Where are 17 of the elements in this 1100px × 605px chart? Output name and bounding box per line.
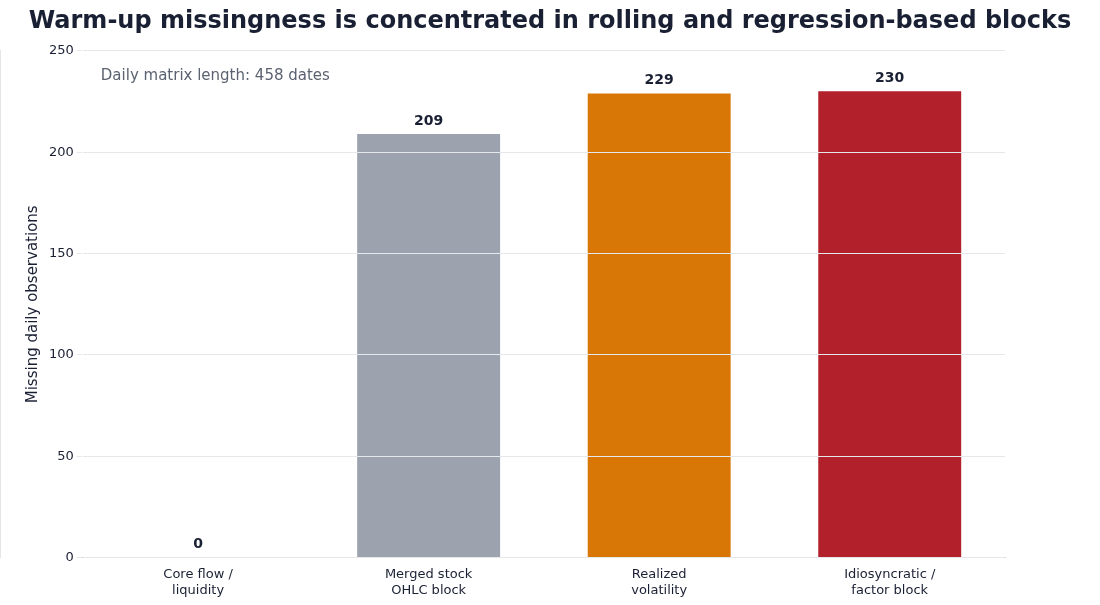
data-label: 229: [644, 71, 674, 88]
x-tick-label: Merged stock OHLC block: [384, 565, 473, 597]
y-axis-title: Missing daily observations: [22, 205, 41, 404]
data-label: 0: [193, 535, 204, 552]
x-tick-label: Realized volatility: [631, 565, 688, 597]
x-tick-label: Idiosyncratic / factor block: [844, 565, 936, 597]
y-tick-label: 200: [48, 143, 74, 159]
y-tick-label: 250: [48, 42, 74, 58]
y-tick-label: 0: [65, 549, 74, 565]
y-tick-label: 150: [48, 244, 74, 260]
data-label: 230: [875, 69, 905, 85]
data-label: 209: [414, 111, 444, 128]
y-tick-label: 100: [48, 346, 74, 362]
annotation: Daily matrix length: 458 dates: [100, 66, 331, 85]
chart-title: Warm-up missingness is concentrated in rolling and regression-based blocks: [27, 6, 1073, 36]
x-tick-label: Core flow / liquidity: [163, 565, 234, 597]
y-tick-label: 50: [57, 447, 74, 463]
